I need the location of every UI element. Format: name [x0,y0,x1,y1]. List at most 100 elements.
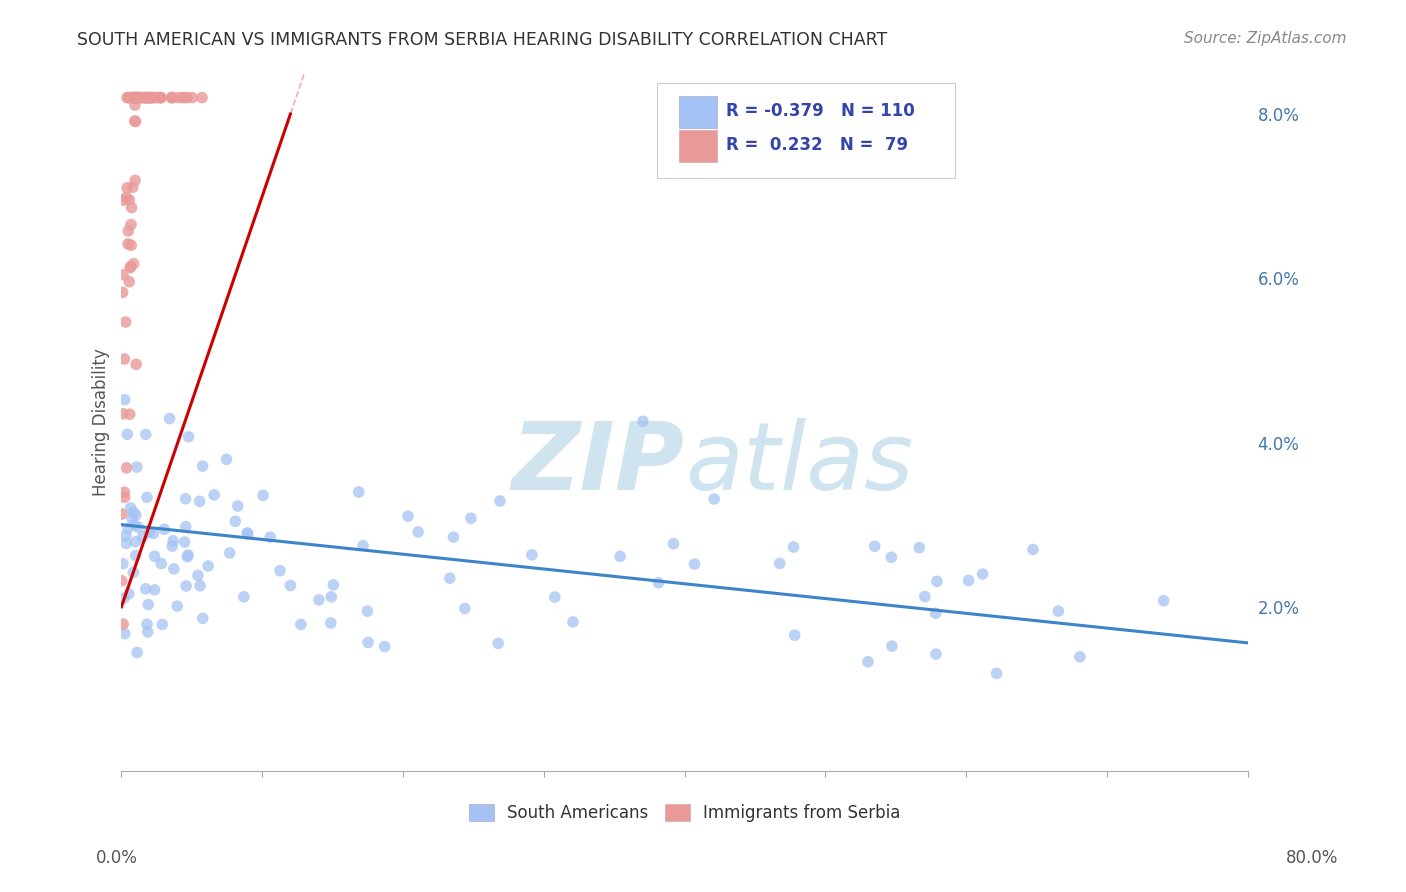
Text: ZIP: ZIP [512,417,685,510]
Point [187,568,209,582]
Point [1153,593,1175,607]
Point [259,530,281,544]
Point [174,491,197,506]
Point [114,626,136,640]
Point [117,236,139,251]
Point [173,90,195,104]
Point [114,529,136,543]
Point [125,549,148,563]
Point [125,508,148,522]
Point [118,90,141,104]
Point [118,407,141,421]
Point [118,193,141,207]
Text: Source: ZipAtlas.com: Source: ZipAtlas.com [1184,31,1347,46]
Point [127,90,149,104]
Point [236,525,259,540]
Point [124,173,146,187]
Point [181,90,204,104]
Point [441,530,464,544]
Point [269,564,291,578]
FancyBboxPatch shape [679,96,717,128]
Point [124,534,146,549]
Point [321,590,343,604]
Point [111,574,134,588]
Point [160,90,183,104]
Point [115,190,138,204]
Point [124,114,146,128]
Point [136,90,159,104]
Point [117,90,139,104]
Point [280,578,302,592]
Point [122,257,145,271]
Point [149,90,172,104]
Point [131,530,153,544]
Point [252,488,274,502]
Point [163,562,186,576]
Point [139,90,162,104]
Point [125,460,148,475]
Point [166,599,188,613]
Point [406,524,429,539]
Point [122,90,145,104]
Point [319,615,342,630]
Point [125,90,148,104]
Point [120,218,142,232]
Point [914,590,936,604]
Point [120,90,142,104]
Point [218,546,240,560]
Point [880,639,903,653]
Point [142,90,165,104]
Point [215,452,238,467]
Point [1022,542,1045,557]
Point [111,557,134,571]
Point [150,617,173,632]
Point [120,260,142,275]
Point [356,604,378,618]
Point [114,315,136,329]
Point [131,90,153,104]
Point [986,666,1008,681]
Point [132,90,155,104]
Point [188,494,211,508]
Point [972,567,994,582]
Point [124,98,146,112]
Point [139,90,162,104]
Point [957,574,980,588]
Point [120,260,142,274]
Point [153,522,176,536]
Point [856,655,879,669]
Point [167,90,190,104]
Point [121,90,143,104]
Point [439,571,461,585]
Point [115,536,138,550]
Point [191,90,214,104]
Text: 80.0%: 80.0% [1286,849,1339,867]
Point [136,625,159,640]
Point [177,548,200,562]
Point [120,500,142,515]
Point [520,548,543,562]
Point [662,537,685,551]
Point [122,90,145,104]
Point [134,90,156,104]
Point [924,607,946,621]
Point [160,90,183,104]
Point [159,411,181,425]
Point [374,640,396,654]
Point [121,180,143,194]
Point [176,90,198,104]
Point [172,90,194,104]
Point [112,485,135,500]
Point [880,550,903,565]
Point [150,90,173,104]
Point [173,535,195,549]
Point [125,90,148,104]
Point [122,566,145,580]
Point [1069,649,1091,664]
Point [121,511,143,525]
Point [177,430,200,444]
Point [631,414,654,428]
Text: SOUTH AMERICAN VS IMMIGRANTS FROM SERBIA HEARING DISABILITY CORRELATION CHART: SOUTH AMERICAN VS IMMIGRANTS FROM SERBIA… [77,31,887,49]
Point [162,533,184,548]
Point [128,90,150,104]
